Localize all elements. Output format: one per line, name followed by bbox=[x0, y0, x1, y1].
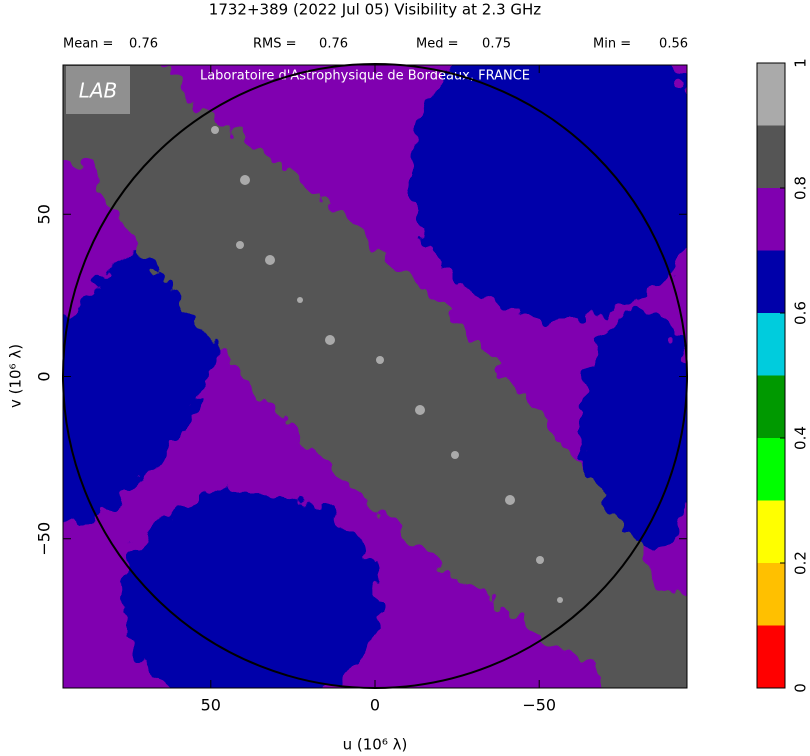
colorbar-segment bbox=[757, 375, 785, 438]
x-tick-label: −50 bbox=[522, 696, 556, 715]
colorbar-tick-label: 0.6 bbox=[792, 301, 810, 325]
colorbar-segment bbox=[757, 500, 785, 563]
colorbar-tick-label: 0.2 bbox=[792, 551, 810, 575]
x-tick-label: 50 bbox=[201, 696, 221, 715]
stat-value: 0.56 bbox=[659, 37, 688, 52]
stat-value: 0.76 bbox=[319, 37, 348, 52]
colorbar-segment bbox=[757, 188, 785, 251]
stat-value: 0.76 bbox=[129, 37, 158, 52]
colorbar-segment bbox=[757, 313, 785, 376]
y-tick-label: 0 bbox=[35, 371, 54, 381]
visibility-map: LAB Laboratoire d'Astrophysique de Borde… bbox=[63, 65, 687, 688]
x-axis-label: u (10⁶ λ) bbox=[343, 736, 408, 754]
stat-label: RMS = bbox=[253, 37, 297, 52]
colorbar-segment bbox=[757, 625, 785, 688]
stat-label: Med = bbox=[416, 37, 459, 52]
colorbar-segment bbox=[757, 250, 785, 313]
watermark: Laboratoire d'Astrophysique de Bordeaux,… bbox=[200, 69, 530, 84]
logo: LAB bbox=[79, 79, 118, 103]
stat-value: 0.75 bbox=[482, 37, 511, 52]
colorbar-tick-label: 0.4 bbox=[792, 426, 810, 450]
colorbar-frame bbox=[756, 62, 786, 689]
y-tick-label: −50 bbox=[35, 522, 54, 556]
y-axis-label: v (10⁶ λ) bbox=[7, 344, 25, 408]
stat-label: Min = bbox=[593, 37, 631, 52]
y-tick-label: 50 bbox=[35, 204, 54, 224]
colorbar-tick-label: 0.8 bbox=[792, 176, 810, 200]
stat-label: Mean = bbox=[63, 37, 113, 52]
colorbar-segment bbox=[757, 125, 785, 188]
colorbar-tick-label: 0 bbox=[792, 683, 810, 693]
colorbar-segment bbox=[757, 63, 785, 126]
x-tick-label: 0 bbox=[370, 696, 380, 715]
colorbar-segment bbox=[757, 438, 785, 501]
colorbar-tick-label: 1 bbox=[792, 58, 810, 68]
chart-title: 1732+389 (2022 Jul 05) Visibility at 2.3… bbox=[209, 1, 542, 19]
colorbar-segment bbox=[757, 563, 785, 626]
